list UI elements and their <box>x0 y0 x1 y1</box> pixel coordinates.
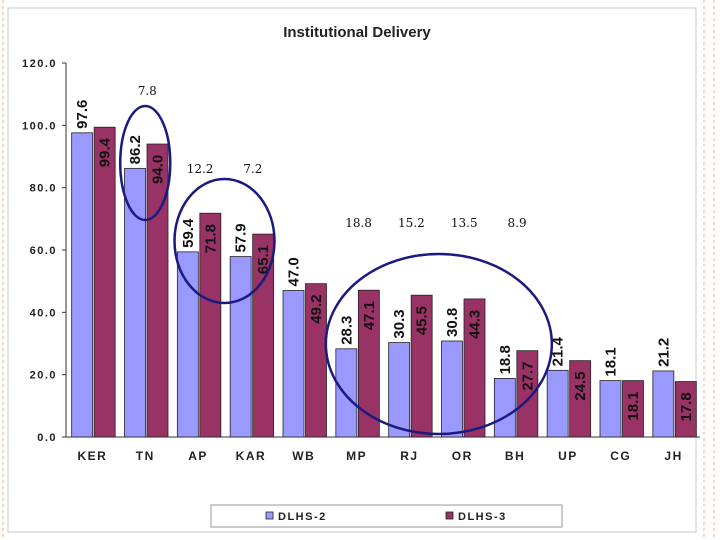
value-label: 99.4 <box>97 137 114 167</box>
legend-label-dlhs2: DLHS-2 <box>278 511 327 523</box>
bar-dlhs2-up <box>546 369 569 438</box>
value-label: 21.2 <box>655 338 672 367</box>
bar-dlhs3-up <box>569 360 592 438</box>
value-label: 18.1 <box>603 347 620 376</box>
x-tick-label: MP <box>346 449 367 463</box>
y-tick-label: 120.0 <box>22 58 57 70</box>
difference-annotation: 15.2 <box>398 216 425 230</box>
bar-dlhs3-mp <box>357 289 380 438</box>
difference-annotation: 8.9 <box>508 216 527 230</box>
x-tick-label: AP <box>188 449 208 463</box>
legend: DLHS-2 DLHS-3 <box>210 504 563 528</box>
value-label: 45.5 <box>414 306 431 335</box>
value-label: 44.3 <box>467 310 484 339</box>
bar-dlhs2-mp <box>335 348 358 438</box>
highlight-ellipses <box>119 104 554 436</box>
x-tick-label: BH <box>505 449 525 463</box>
x-tick-label: OR <box>452 449 473 463</box>
value-label: 65.1 <box>255 245 272 274</box>
y-tick-label: 60.0 <box>30 245 57 257</box>
difference-annotations: 7.8 12.2 7.2 18.8 15.2 13.5 8.9 <box>138 84 527 230</box>
value-label: 24.5 <box>572 371 589 400</box>
bar-dlhs3-bh <box>516 350 539 438</box>
difference-annotation: 13.5 <box>451 216 478 230</box>
bar-dlhs3-kar <box>252 233 275 438</box>
value-label: 49.2 <box>308 294 325 323</box>
y-tick-labels: 0.0 20.0 40.0 60.0 80.0 100.0 120.0 <box>22 58 57 444</box>
legend-swatch-dlhs3 <box>445 511 454 520</box>
x-tick-label: TN <box>136 449 155 463</box>
value-label: 18.1 <box>625 391 642 420</box>
highlight-ellipse <box>119 104 172 222</box>
bar-dlhs3-ker <box>93 126 116 438</box>
value-label: 30.3 <box>391 309 408 338</box>
bar-dlhs3-ap <box>199 212 222 438</box>
bar-dlhs2-rj <box>388 342 411 438</box>
value-label: 94.0 <box>150 155 167 184</box>
value-label: 57.9 <box>233 223 250 252</box>
value-labels: 97.6 99.4 86.2 94.0 59.4 71.8 57.9 65.1 47.0 49.2… <box>74 100 695 422</box>
bar-dlhs3-jh <box>674 381 697 438</box>
x-tick-label: UP <box>558 449 578 463</box>
difference-annotation: 7.2 <box>243 162 262 176</box>
bar-dlhs2-cg <box>599 380 622 438</box>
bar-dlhs2-or <box>441 340 463 438</box>
value-label: 21.4 <box>550 336 567 366</box>
y-tick-label: 100.0 <box>22 120 57 132</box>
value-label: 18.8 <box>497 345 514 374</box>
value-label: 47.0 <box>286 257 303 286</box>
difference-annotation: 12.2 <box>187 162 214 176</box>
value-label: 59.4 <box>180 218 197 248</box>
axes <box>62 62 700 438</box>
y-tick-label: 40.0 <box>30 307 57 319</box>
value-label: 86.2 <box>127 135 144 164</box>
x-tick-labels: KER TN AP KAR WB MP RJ OR BH UP CG JH <box>77 449 682 463</box>
legend-label-dlhs3: DLHS-3 <box>458 511 507 523</box>
bar-dlhs2-jh <box>652 370 675 438</box>
bar-dlhs3-or <box>463 298 486 438</box>
bar-dlhs2-tn <box>124 167 146 438</box>
bar-dlhs3-tn <box>146 143 169 438</box>
chart-frame <box>7 7 697 533</box>
value-label: 71.8 <box>202 224 219 253</box>
value-label: 17.8 <box>678 392 695 421</box>
value-label: 27.7 <box>519 361 536 390</box>
x-tick-label: KER <box>77 449 107 463</box>
bar-dlhs2-kar <box>229 256 252 438</box>
highlight-ellipse <box>173 177 276 305</box>
bars <box>71 126 697 438</box>
bar-dlhs2-bh <box>493 378 516 438</box>
x-tick-label: KAR <box>236 449 267 463</box>
x-tick-label: WB <box>292 449 315 463</box>
x-tick-label: RJ <box>400 449 418 463</box>
highlight-ellipse <box>324 252 554 436</box>
x-tick-label: JH <box>664 449 682 463</box>
difference-annotation: 18.8 <box>345 216 372 230</box>
bar-dlhs3-rj <box>410 294 433 438</box>
legend-box <box>210 504 563 528</box>
value-label: 47.1 <box>361 301 378 330</box>
value-label: 97.6 <box>74 100 91 129</box>
chart-title: Institutional Delivery <box>283 24 431 41</box>
bar-dlhs2-ap <box>176 251 199 438</box>
x-tick-label: CG <box>610 449 631 463</box>
value-label: 30.8 <box>444 308 461 337</box>
bar-dlhs3-cg <box>622 380 644 438</box>
y-tick-label: 20.0 <box>30 370 57 382</box>
bar-dlhs2-wb <box>282 290 305 438</box>
y-tick-label: 80.0 <box>30 183 57 195</box>
y-tick-label: 0.0 <box>37 432 57 444</box>
bar-dlhs2-ker <box>71 132 94 438</box>
legend-swatch-dlhs2 <box>265 511 274 520</box>
difference-annotation: 7.8 <box>138 84 157 98</box>
value-label: 28.3 <box>338 316 355 345</box>
